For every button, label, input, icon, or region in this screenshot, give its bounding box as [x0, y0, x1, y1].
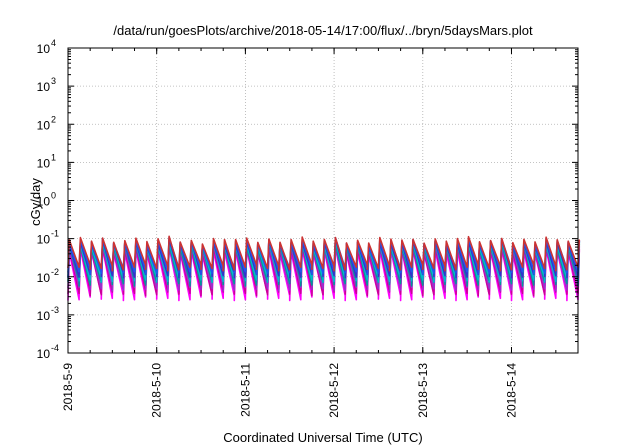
y-tick-exponent: -4 [51, 343, 59, 353]
y-tick-exponent: 2 [51, 114, 56, 124]
y-tick-exponent: 1 [51, 152, 56, 162]
y-tick-exponent: 0 [51, 191, 56, 201]
y-tick-exponent: -3 [51, 305, 59, 315]
x-tick-label: 2018-5-11 [238, 363, 252, 417]
y-tick-label: 10 [37, 347, 51, 361]
chart-title: /data/run/goesPlots/archive/2018-05-14/1… [113, 23, 533, 38]
y-tick-label: 10 [37, 118, 51, 132]
x-tick-label: 2018-5-9 [61, 363, 75, 411]
y-tick-label: 10 [37, 271, 51, 285]
y-tick-exponent: 4 [51, 38, 56, 48]
y-tick-exponent: -1 [51, 229, 59, 239]
x-tick-label: 2018-5-14 [504, 363, 518, 418]
x-tick-label: 2018-5-10 [150, 363, 164, 418]
x-tick-label: 2018-5-13 [416, 363, 430, 418]
y-tick-label: 10 [37, 42, 51, 56]
y-tick-exponent: 3 [51, 76, 56, 86]
grid-layer [68, 48, 578, 353]
y-tick-label: 10 [37, 80, 51, 94]
series-layer [67, 235, 581, 302]
x-axis-label: Coordinated Universal Time (UTC) [223, 430, 422, 445]
x-axis: 2018-5-9 2018-5-10 2018-5-11 2018-5-12 2018-… [61, 48, 579, 418]
y-tick-label: 10 [37, 309, 51, 323]
y-axis-label: cGy/day [28, 178, 43, 226]
x-tick-label: 2018-5-12 [327, 363, 341, 418]
y-tick-label: 10 [37, 156, 51, 170]
y-tick-label: 10 [37, 233, 51, 247]
flux-series-line [67, 235, 581, 272]
y-tick-label: 10 [37, 195, 51, 209]
y-tick-exponent: -2 [51, 267, 59, 277]
plot-frame [67, 47, 579, 354]
